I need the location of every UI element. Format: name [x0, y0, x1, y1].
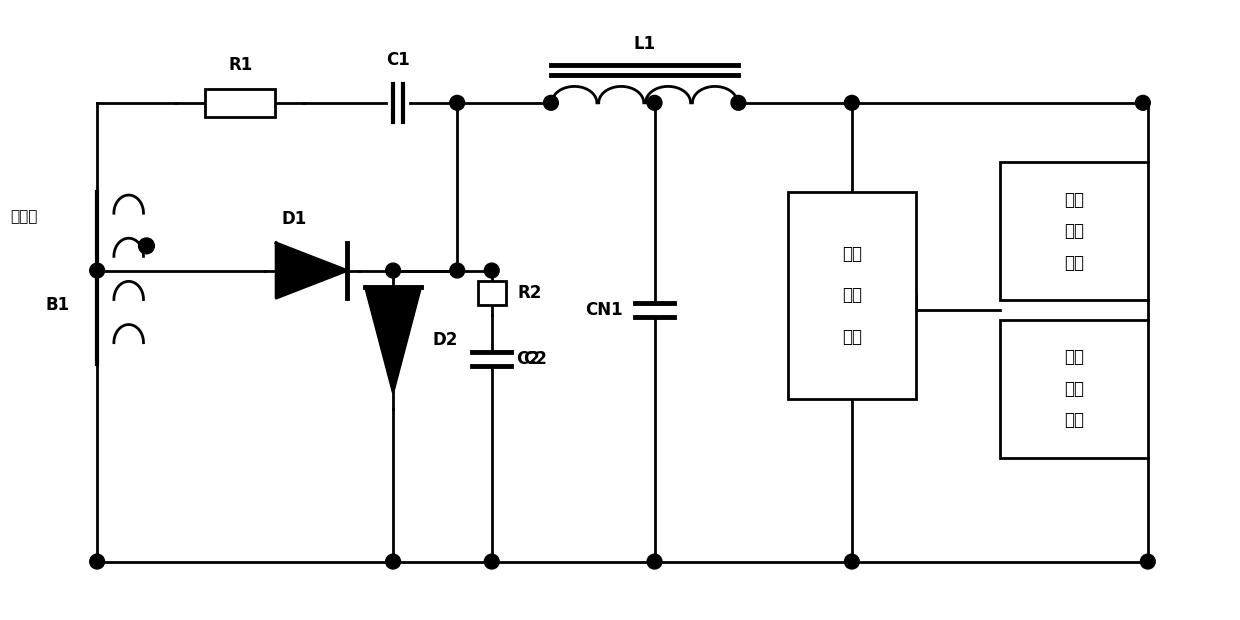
Circle shape [89, 554, 104, 569]
Text: 采样: 采样 [1064, 380, 1084, 398]
Circle shape [844, 554, 859, 569]
Polygon shape [277, 243, 347, 298]
Text: 反馈: 反馈 [842, 286, 862, 304]
Bar [205, 89, 275, 117]
Circle shape [485, 263, 500, 278]
Text: R1: R1 [228, 56, 252, 74]
Circle shape [543, 95, 558, 110]
Text: 均流: 均流 [1064, 190, 1084, 208]
Text: 调节: 调节 [1064, 222, 1084, 240]
Text: 电路: 电路 [1064, 254, 1084, 272]
Circle shape [647, 95, 662, 110]
Text: B1: B1 [46, 296, 69, 314]
Circle shape [450, 95, 465, 110]
Text: D1: D1 [281, 210, 306, 228]
Text: 电路: 电路 [1064, 412, 1084, 430]
Circle shape [450, 263, 465, 278]
Text: C2: C2 [523, 350, 547, 368]
Circle shape [485, 554, 500, 569]
Text: CN1: CN1 [585, 301, 622, 319]
Circle shape [139, 238, 154, 254]
Circle shape [386, 263, 401, 278]
Bar [999, 162, 1148, 300]
Polygon shape [366, 287, 420, 392]
Circle shape [89, 263, 104, 278]
Text: 电路: 电路 [842, 327, 862, 345]
Text: D2: D2 [433, 330, 458, 348]
Circle shape [1136, 95, 1151, 110]
Text: R2: R2 [517, 284, 542, 302]
Circle shape [1141, 554, 1156, 569]
Text: C2: C2 [516, 350, 541, 368]
Circle shape [647, 554, 662, 569]
Bar [787, 192, 916, 399]
Bar [999, 320, 1148, 458]
Bar [477, 280, 506, 305]
Text: 均流: 均流 [1064, 348, 1084, 366]
Text: 变压器: 变压器 [10, 209, 37, 224]
Text: L1: L1 [634, 35, 656, 53]
Circle shape [844, 95, 859, 110]
Circle shape [732, 95, 745, 110]
Text: C1: C1 [386, 51, 410, 69]
Circle shape [386, 554, 401, 569]
Text: 采样: 采样 [842, 245, 862, 263]
